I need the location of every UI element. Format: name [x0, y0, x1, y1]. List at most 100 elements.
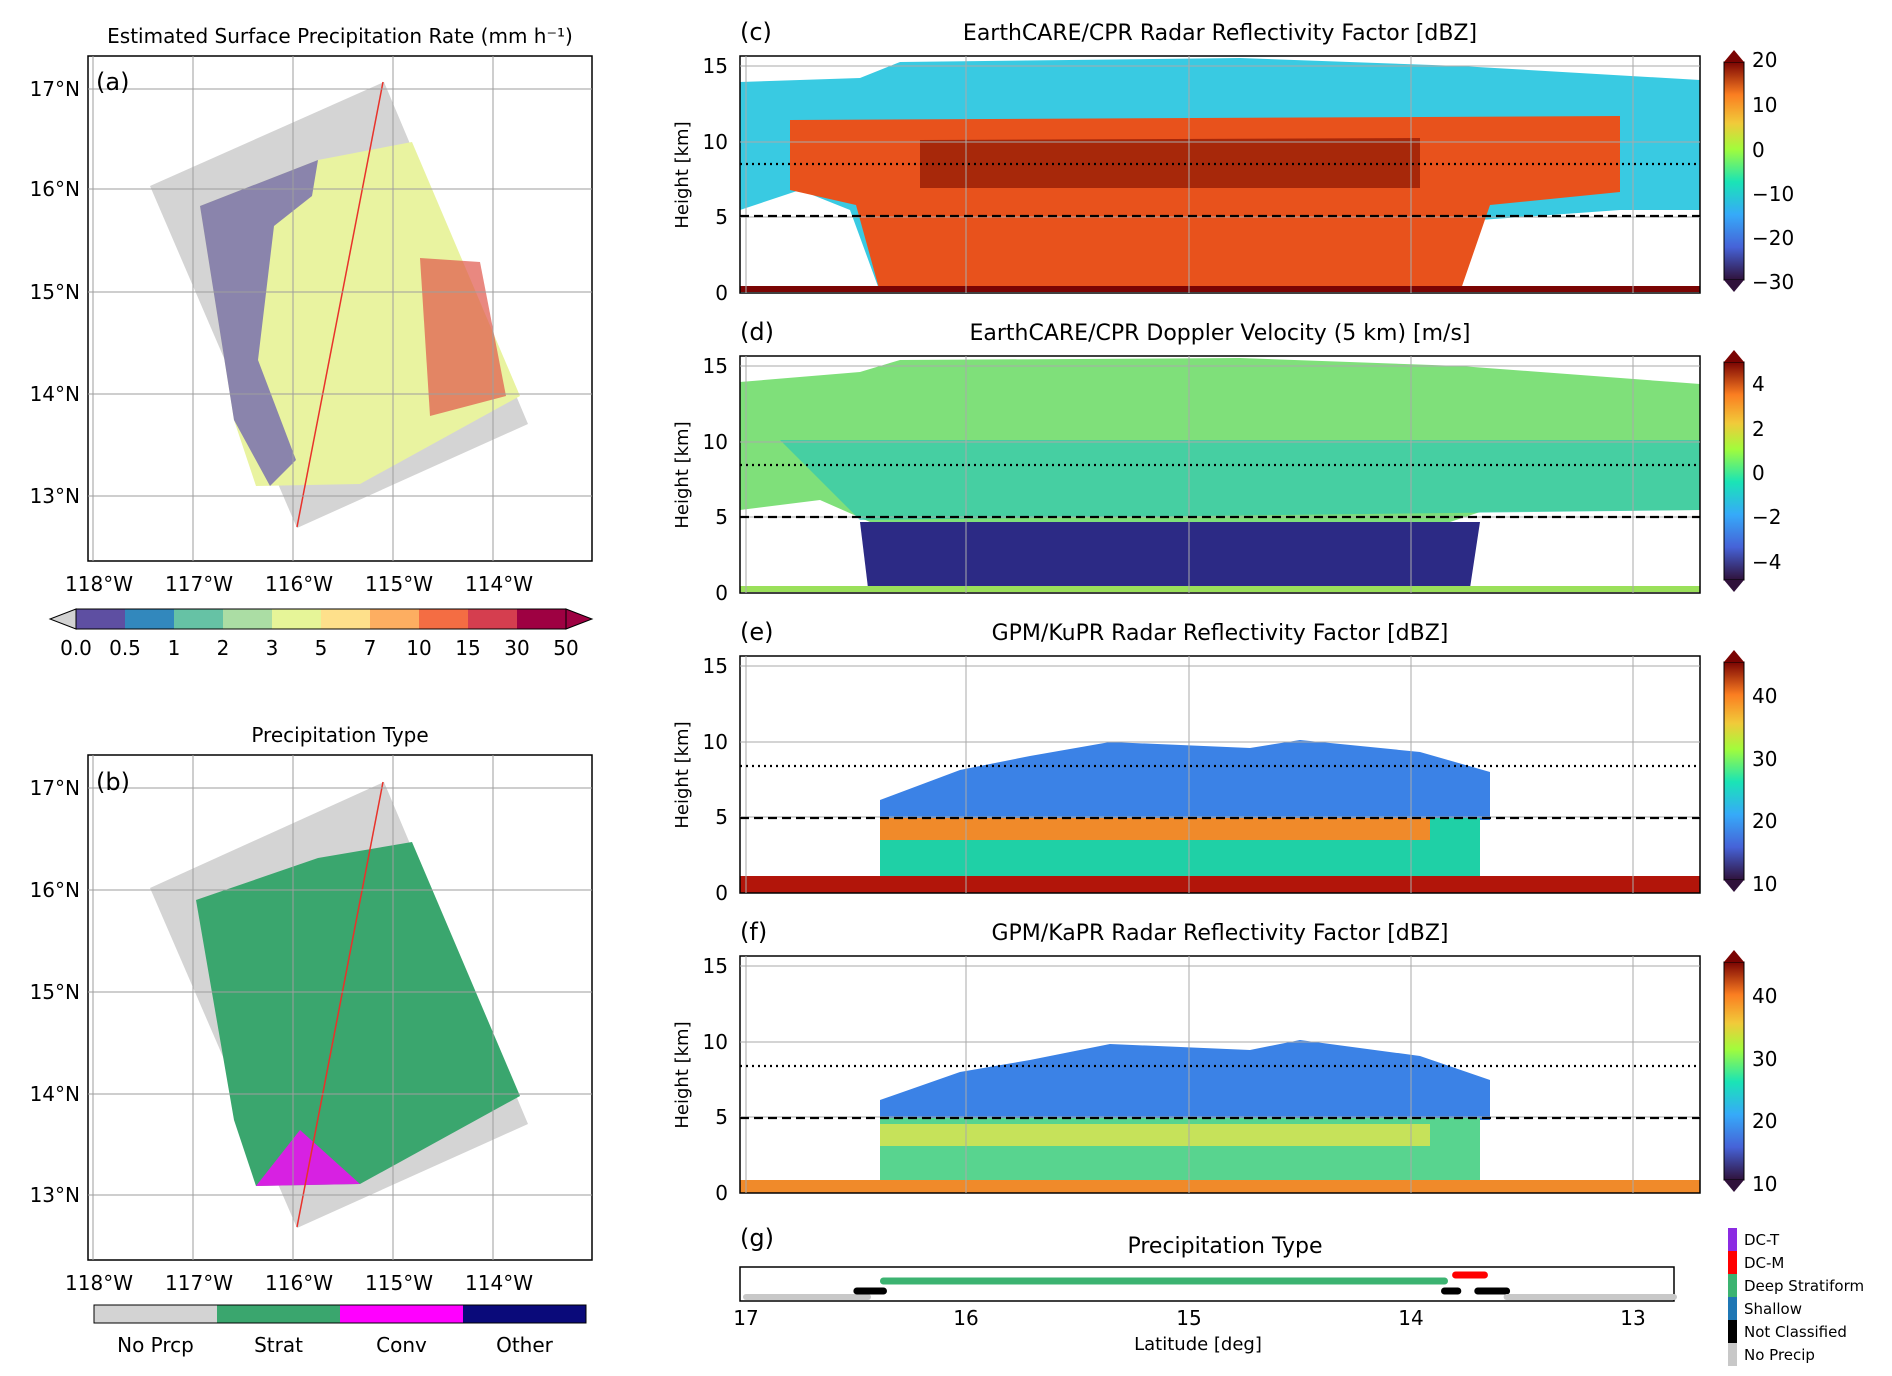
panel-g-label: (g) [740, 1224, 774, 1252]
overpass-line-a [296, 81, 384, 528]
g-xtick-0: 17 [733, 1306, 758, 1330]
c-cbar-tick-2: 0 [1752, 138, 1765, 162]
legend-g-label: Not Classified [1744, 1323, 1847, 1341]
d-velocity-fall [860, 522, 1480, 588]
panel-g-frame [739, 1266, 1675, 1302]
panel-a-title: Estimated Surface Precipitation Rate (mm… [107, 24, 573, 48]
panel-f-frame [739, 955, 1701, 1194]
legend-g-swatch [1728, 1251, 1737, 1274]
e-ytick-2: 10 [703, 730, 728, 754]
c-colorbar [1723, 50, 1745, 292]
legend-b-swatch [463, 1305, 586, 1323]
legend-b-swatch [340, 1305, 463, 1323]
e-surface [740, 876, 1700, 893]
colorbar-a: 0.0 0.5 1 2 3 5 7 10 15 30 50 [48, 608, 594, 660]
b-xtick-0: 118°W [65, 1271, 133, 1295]
a-ytick-0: 17°N [30, 77, 80, 101]
g-xtick-3: 14 [1398, 1306, 1423, 1330]
legend-b-label: No Prcp [117, 1333, 194, 1357]
legend-g-swatch [1728, 1228, 1737, 1251]
panel-g-title: Precipitation Type [1127, 1234, 1322, 1259]
g-xtick-1: 16 [953, 1306, 978, 1330]
legend-b-swatch [217, 1305, 340, 1323]
a-xtick-4: 114°W [465, 572, 533, 596]
panel-g: (g) Precipitation Type 17 16 15 14 13 La… [733, 1224, 1864, 1366]
panel-d-title: EarthCARE/CPR Doppler Velocity (5 km) [m… [969, 321, 1470, 346]
a-ytick-3: 14°N [30, 382, 80, 406]
legend-g-swatch [1728, 1297, 1737, 1320]
panel-b-label: (b) [96, 768, 130, 796]
colorbar-a-swatch [223, 609, 272, 629]
e-ytick-3: 15 [703, 654, 728, 678]
legend-g-swatch [1728, 1274, 1737, 1297]
swath-a-edge-blue [200, 160, 318, 486]
c-cbar-tick-3: −10 [1752, 182, 1794, 206]
colorbar-a-under-arrow [48, 608, 77, 630]
e-ytick-0: 0 [715, 881, 728, 905]
swath-b-strat [196, 842, 520, 1186]
colorbar-a-tick-label: 7 [364, 636, 377, 660]
colorbar-a-swatch [174, 609, 223, 629]
d-cbar-tick-0: 4 [1752, 372, 1765, 396]
legend-b: No Prcp Strat Conv Other [93, 1304, 587, 1357]
b-ytick-1: 16°N [30, 878, 80, 902]
e-colorbar [1723, 650, 1745, 892]
g-xlabel: Latitude [deg] [1134, 1334, 1262, 1355]
colorbar-a-tick-label: 15 [455, 636, 480, 660]
panel-e: GPM/KuPR Radar Reflectivity Factor [dBZ]… [672, 618, 1777, 905]
f-surface [740, 1180, 1700, 1193]
d-ytick-2: 10 [703, 430, 728, 454]
d-cbar-tick-1: 2 [1752, 417, 1765, 441]
panel-c: EarthCARE/CPR Radar Reflectivity Factor … [672, 18, 1794, 305]
panel-d-frame [739, 355, 1701, 594]
panel-d: EarthCARE/CPR Doppler Velocity (5 km) [m… [672, 318, 1781, 605]
panel-e-frame [739, 655, 1701, 894]
f-ytick-2: 10 [703, 1030, 728, 1054]
c-cbar-tick-4: −20 [1752, 226, 1794, 250]
g-xticks: 17 16 15 14 13 [733, 1306, 1645, 1330]
legend-b-swatch [94, 1305, 217, 1323]
b-ytick-4: 13°N [30, 1183, 80, 1207]
colorbar-a-swatch [468, 609, 517, 629]
f-echo-mid [880, 1124, 1430, 1146]
colorbar-a-tick-label: 1 [168, 636, 181, 660]
f-cbar-tick-2: 20 [1752, 1109, 1777, 1133]
b-xtick-4: 114°W [465, 1271, 533, 1295]
colorbar-a-swatch [517, 609, 566, 629]
panel-c-label: (c) [740, 18, 772, 46]
f-cbar-tick-1: 30 [1752, 1047, 1777, 1071]
f-echo-upper [880, 1040, 1490, 1120]
panel-a-frame [87, 55, 593, 562]
legend-g-label: Shallow [1744, 1300, 1802, 1318]
colorbar-a-tick-label: 30 [504, 636, 529, 660]
legend-g-label: Deep Stratiform [1744, 1277, 1864, 1295]
colorbar-a-swatch [419, 609, 468, 629]
c-echo-core-dark [920, 138, 1420, 188]
overpass-line-b [296, 781, 384, 1228]
colorbar-a-tick-label: 5 [315, 636, 328, 660]
panel-c-title: EarthCARE/CPR Radar Reflectivity Factor … [963, 21, 1477, 46]
d-ytick-0: 0 [715, 581, 728, 605]
panel-b-frame [87, 754, 593, 1261]
a-xtick-3: 115°W [365, 572, 433, 596]
panel-d-label: (d) [740, 318, 774, 346]
colorbar-a-tick-label: 2 [217, 636, 230, 660]
panel-b-grid [88, 755, 592, 1260]
d-ytick-1: 5 [715, 505, 728, 529]
legend-b-label: Other [496, 1333, 554, 1357]
swath-b-conv-edge [256, 1130, 360, 1186]
c-cbar-tick-0: 20 [1752, 48, 1777, 72]
c-ytick-2: 10 [703, 130, 728, 154]
a-xtick-1: 117°W [165, 572, 233, 596]
f-cbar-tick-0: 40 [1752, 984, 1777, 1008]
panel-c-frame [739, 55, 1701, 294]
b-ytick-3: 14°N [30, 1082, 80, 1106]
a-ytick-1: 16°N [30, 177, 80, 201]
c-cbar-tick-1: 10 [1752, 93, 1777, 117]
legend-g-swatch [1728, 1343, 1737, 1366]
colorbar-a-swatch [125, 609, 174, 629]
colorbar-a-swatch [272, 609, 321, 629]
b-ytick-2: 15°N [30, 980, 80, 1004]
legend-g: DC-T DC-M Deep Stratiform Shallow Not Classi… [1728, 1228, 1864, 1366]
